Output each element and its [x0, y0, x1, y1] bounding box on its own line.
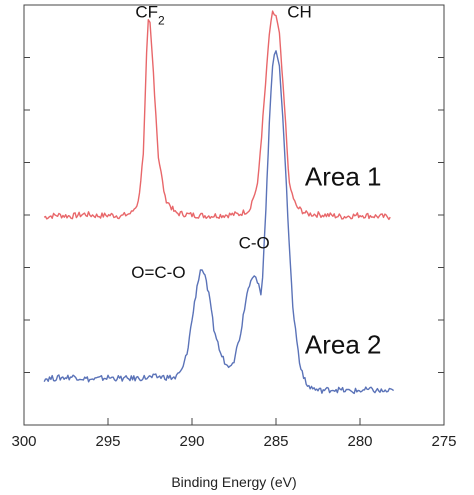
x-tick-label-275: 275	[431, 433, 456, 450]
annotation-subscript: 2	[158, 14, 165, 28]
series-line-2	[43, 50, 395, 395]
x-tick-label-285: 285	[263, 433, 288, 450]
annotation-ch: CH	[287, 3, 312, 22]
series-lines	[43, 10, 395, 395]
x-ticks: 300 295 290 285 280 275	[11, 418, 457, 450]
annotation-area-2: Area 2	[305, 330, 382, 360]
annotation-area-1: Area 1	[305, 162, 382, 192]
y-ticks	[24, 57, 444, 373]
x-tick-label-280: 280	[347, 433, 372, 450]
x-tick-label-290: 290	[179, 433, 204, 450]
x-axis-title: Binding Energy (eV)	[171, 474, 296, 490]
series-line-1	[43, 10, 391, 221]
annotation-c-o: C-O	[239, 234, 270, 253]
annotation-o-c-o: O=C-O	[131, 263, 185, 282]
x-tick-label-295: 295	[95, 433, 120, 450]
x-tick-label-300: 300	[11, 433, 36, 450]
